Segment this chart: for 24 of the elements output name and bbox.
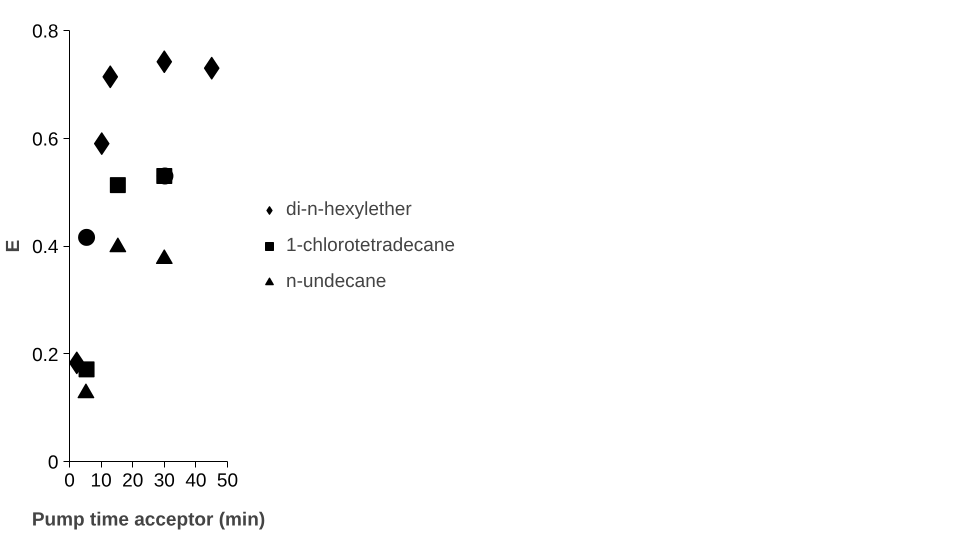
point <box>156 168 172 184</box>
x-tick-label: 50 <box>216 470 238 492</box>
point <box>156 50 172 74</box>
x-tick-label: 10 <box>90 470 112 492</box>
x-axis-title: Pump time acceptor (min) <box>32 510 266 530</box>
point <box>78 228 96 246</box>
y-tick-label: 0 <box>48 452 59 474</box>
y-tick-label: 0.4 <box>32 237 59 258</box>
legend-label: di-n-hexylether <box>286 198 412 220</box>
legend-label: 1-chlorotetradecane <box>286 234 455 256</box>
x-tick-label: 30 <box>154 470 175 492</box>
y-axis-title: E <box>3 240 24 252</box>
x-tick-label: 0 <box>64 470 75 492</box>
legend-label: n-undecane <box>286 270 386 292</box>
y-tick-label: 0.2 <box>32 344 59 366</box>
y-tick-label: 0.8 <box>32 22 59 42</box>
y-tick-label: 0.6 <box>32 129 59 150</box>
x-tick-label: 20 <box>122 470 144 492</box>
x-tick-label: 40 <box>185 470 206 492</box>
point <box>204 56 220 80</box>
point <box>102 65 118 88</box>
point <box>78 361 95 378</box>
point <box>110 177 126 194</box>
point <box>94 132 110 156</box>
